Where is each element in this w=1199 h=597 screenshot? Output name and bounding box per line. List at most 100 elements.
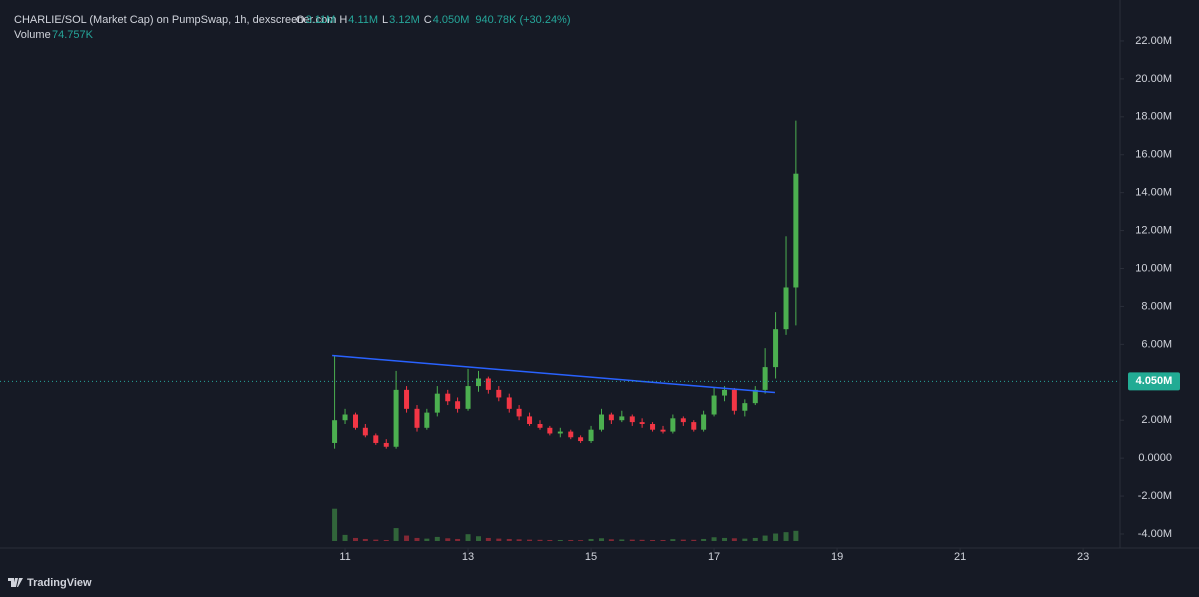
candle-body xyxy=(465,386,471,409)
logo: TradingView xyxy=(8,577,92,589)
volume-bar xyxy=(414,537,420,541)
candle-body xyxy=(485,378,491,390)
candle-body xyxy=(547,427,553,434)
y-tick-label: 0.0000 xyxy=(1138,452,1172,464)
candle-body xyxy=(793,173,799,288)
volume-bar xyxy=(711,537,717,541)
volume-bar xyxy=(793,530,799,541)
volume-bar xyxy=(650,539,656,541)
volume-bar xyxy=(373,539,379,541)
x-tick-label: 23 xyxy=(1077,551,1089,563)
volume-bar xyxy=(424,538,430,541)
volume-bar xyxy=(465,534,471,541)
candle-body xyxy=(722,389,728,396)
volume-bar xyxy=(599,538,605,541)
y-tick-label: 20.00M xyxy=(1135,73,1172,85)
candle-body xyxy=(445,393,451,402)
ohlc-key: O xyxy=(296,14,305,26)
volume-bar xyxy=(680,539,686,541)
volume-bar xyxy=(557,539,563,541)
ohlc-key: C xyxy=(424,14,432,26)
price-label: 4.050M xyxy=(1136,375,1173,387)
x-tick-label: 13 xyxy=(462,551,474,563)
ohlc-value: 4.050M xyxy=(433,14,470,26)
candle-body xyxy=(342,414,348,421)
candle-body xyxy=(711,395,717,415)
candle-body xyxy=(629,416,635,423)
change: 940.78K (+30.24%) xyxy=(475,14,570,26)
y-tick-label: 14.00M xyxy=(1135,187,1172,199)
candle-body xyxy=(393,389,399,447)
x-tick-label: 19 xyxy=(831,551,843,563)
y-tick-label: 6.00M xyxy=(1141,338,1172,350)
y-tick-label: 18.00M xyxy=(1135,111,1172,123)
volume-bar xyxy=(362,538,368,541)
candle-body xyxy=(383,442,389,447)
volume-bar xyxy=(629,539,635,541)
candle-body xyxy=(476,378,482,387)
volume-bar xyxy=(455,538,461,541)
volume-bar xyxy=(342,534,348,541)
ohlc-key: L xyxy=(382,14,388,26)
trendline xyxy=(332,354,776,394)
candle-body xyxy=(773,329,779,368)
candle-body xyxy=(568,431,574,438)
candle-body xyxy=(588,429,594,442)
y-tick-label: 2.00M xyxy=(1141,414,1172,426)
volume-bar xyxy=(445,538,451,541)
candle-body xyxy=(332,420,338,443)
candle-body xyxy=(404,389,410,409)
candle-body xyxy=(660,429,666,432)
y-tick-label: 12.00M xyxy=(1135,224,1172,236)
volume-bar xyxy=(506,538,512,541)
candle-body xyxy=(496,389,502,398)
volume-bar xyxy=(434,536,440,541)
volume-bar xyxy=(547,539,553,541)
volume-label: Volume xyxy=(14,29,51,41)
ohlc-value: 4.11M xyxy=(348,14,378,26)
volume-bar xyxy=(608,539,614,541)
volume-bar xyxy=(670,539,676,541)
volume-bar xyxy=(383,539,389,541)
y-tick-label: -2.00M xyxy=(1138,490,1172,502)
ohlc-value: 3.12M xyxy=(389,14,420,26)
volume-bar xyxy=(639,539,645,541)
price-tag xyxy=(1128,372,1180,391)
volume-bar xyxy=(537,539,543,541)
volume-bar xyxy=(588,538,594,541)
volume-bar xyxy=(762,535,768,541)
volume-bar xyxy=(404,535,410,541)
volume-bar xyxy=(352,537,358,541)
ohlc-value: 3.11M xyxy=(306,14,336,26)
volume-bar xyxy=(393,528,399,541)
volume-bar xyxy=(619,539,625,541)
chart-title: CHARLIE/SOL (Market Cap) on PumpSwap, 1h… xyxy=(14,14,336,26)
candle-body xyxy=(670,418,676,432)
candle-body xyxy=(742,403,748,411)
volume-bar xyxy=(773,533,779,541)
x-tick-label: 11 xyxy=(339,551,350,563)
candle-body xyxy=(619,416,625,421)
y-tick-label: 22.00M xyxy=(1135,35,1172,47)
candle-body xyxy=(650,424,656,430)
candle-body xyxy=(434,393,440,413)
volume-bar xyxy=(516,539,522,541)
candle-body xyxy=(373,435,379,443)
volume-bar xyxy=(742,538,748,541)
candle-body xyxy=(731,389,737,411)
candle-body xyxy=(599,414,605,430)
ohlc-key: H xyxy=(339,14,347,26)
candle-body xyxy=(639,422,645,425)
candle-body xyxy=(352,414,358,428)
candle-body xyxy=(783,287,789,330)
x-tick-label: 15 xyxy=(585,551,597,563)
candle-body xyxy=(680,418,686,423)
candle-body xyxy=(455,401,461,409)
candle-body xyxy=(691,422,697,430)
logo-text: TradingView xyxy=(27,577,92,589)
volume-bar xyxy=(752,537,758,541)
volume-bar xyxy=(485,537,491,541)
y-tick-label: 10.00M xyxy=(1135,262,1172,274)
